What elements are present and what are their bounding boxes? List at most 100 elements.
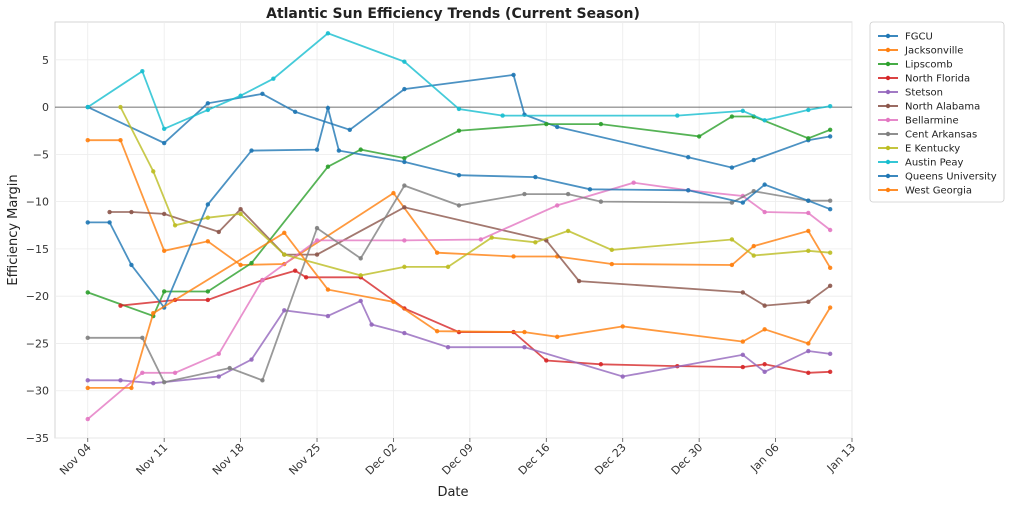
data-point xyxy=(434,250,440,255)
data-point xyxy=(827,103,833,109)
y-tick-label: −35 xyxy=(26,432,49,445)
x-tick-label: Jan 06 xyxy=(747,441,781,475)
y-tick-label: −30 xyxy=(26,385,49,398)
data-point xyxy=(751,157,756,163)
data-point xyxy=(544,358,549,363)
legend-box xyxy=(869,21,1005,203)
legend-label: FGCU xyxy=(905,32,933,43)
legend-marker xyxy=(885,117,891,123)
data-point xyxy=(85,335,90,340)
data-point xyxy=(762,182,767,187)
legend-label: Stetson xyxy=(905,88,943,99)
data-point xyxy=(107,209,112,215)
data-point xyxy=(827,127,833,132)
data-point xyxy=(118,378,123,383)
legend-marker xyxy=(885,103,891,109)
y-tick-label: −25 xyxy=(26,337,49,350)
data-point xyxy=(85,416,90,422)
data-point xyxy=(260,91,265,97)
data-point xyxy=(347,127,352,132)
data-point xyxy=(325,164,331,169)
data-point xyxy=(140,370,145,375)
data-point xyxy=(533,240,538,245)
y-axis-ticks: 5 0 −5 −10 −15 −20 −25 −30 −35 xyxy=(26,54,49,445)
data-point xyxy=(129,385,134,391)
legend-marker xyxy=(885,75,891,81)
legend-label: Cent Arkansas xyxy=(905,130,977,141)
legend-label: West Georgia xyxy=(905,186,972,197)
data-point xyxy=(729,237,735,242)
data-point xyxy=(827,265,833,271)
data-point xyxy=(827,207,833,212)
data-point xyxy=(391,190,396,196)
data-point xyxy=(827,369,833,375)
data-point xyxy=(555,203,560,208)
data-point xyxy=(402,205,407,210)
data-point xyxy=(238,93,243,98)
data-point xyxy=(827,250,833,255)
data-point xyxy=(325,313,331,319)
data-point xyxy=(500,113,505,118)
data-point xyxy=(762,362,767,367)
legend-marker xyxy=(885,47,891,53)
data-point xyxy=(292,268,298,273)
data-point xyxy=(161,140,167,146)
data-point xyxy=(118,137,123,143)
data-point xyxy=(762,303,767,308)
data-point xyxy=(216,374,221,379)
series-line-cent-arkansas xyxy=(87,184,831,384)
series-bellarmine xyxy=(85,180,833,422)
data-point xyxy=(129,262,134,268)
data-point xyxy=(151,169,156,174)
data-point xyxy=(85,290,90,295)
data-point xyxy=(740,108,746,114)
data-point xyxy=(314,252,320,257)
data-point xyxy=(544,121,549,127)
data-point xyxy=(336,148,342,153)
x-tick-label: Dec 16 xyxy=(516,441,553,478)
data-point xyxy=(151,380,156,386)
data-point xyxy=(118,303,123,308)
data-point xyxy=(325,31,331,36)
data-point xyxy=(85,104,90,110)
data-point xyxy=(806,341,811,346)
x-tick-label: Nov 25 xyxy=(286,441,323,478)
data-point xyxy=(696,134,702,139)
data-point xyxy=(620,374,625,379)
legend-label: Bellarmine xyxy=(905,116,959,127)
data-point xyxy=(238,262,243,268)
data-point xyxy=(762,118,767,123)
series-queens-university xyxy=(85,104,833,310)
data-point xyxy=(161,211,167,217)
data-point xyxy=(314,225,320,231)
data-point xyxy=(282,308,287,313)
x-tick-label: Dec 23 xyxy=(592,441,629,478)
data-point xyxy=(434,328,440,334)
legend-label: North Alabama xyxy=(905,102,980,113)
data-point xyxy=(740,364,746,370)
data-point xyxy=(740,200,746,205)
data-point xyxy=(358,298,363,304)
data-point xyxy=(827,227,833,233)
data-point xyxy=(216,229,221,235)
legend-marker xyxy=(885,173,891,179)
legend-label: Lipscomb xyxy=(905,60,953,71)
series-line-west-georgia xyxy=(87,231,831,389)
data-point xyxy=(620,324,625,329)
series-stetson xyxy=(85,298,833,386)
data-point xyxy=(151,311,156,316)
data-point xyxy=(740,352,746,357)
data-point xyxy=(402,183,407,188)
data-point xyxy=(129,209,134,215)
data-point xyxy=(172,223,178,228)
x-tick-label: Nov 04 xyxy=(57,441,94,478)
data-point xyxy=(489,235,494,240)
data-point xyxy=(598,362,604,367)
data-point xyxy=(260,277,265,283)
data-point xyxy=(205,107,211,113)
data-point xyxy=(522,345,527,350)
data-point xyxy=(292,109,298,115)
legend-label: Queens University xyxy=(905,172,997,183)
data-point xyxy=(402,264,407,270)
data-point xyxy=(205,202,211,207)
